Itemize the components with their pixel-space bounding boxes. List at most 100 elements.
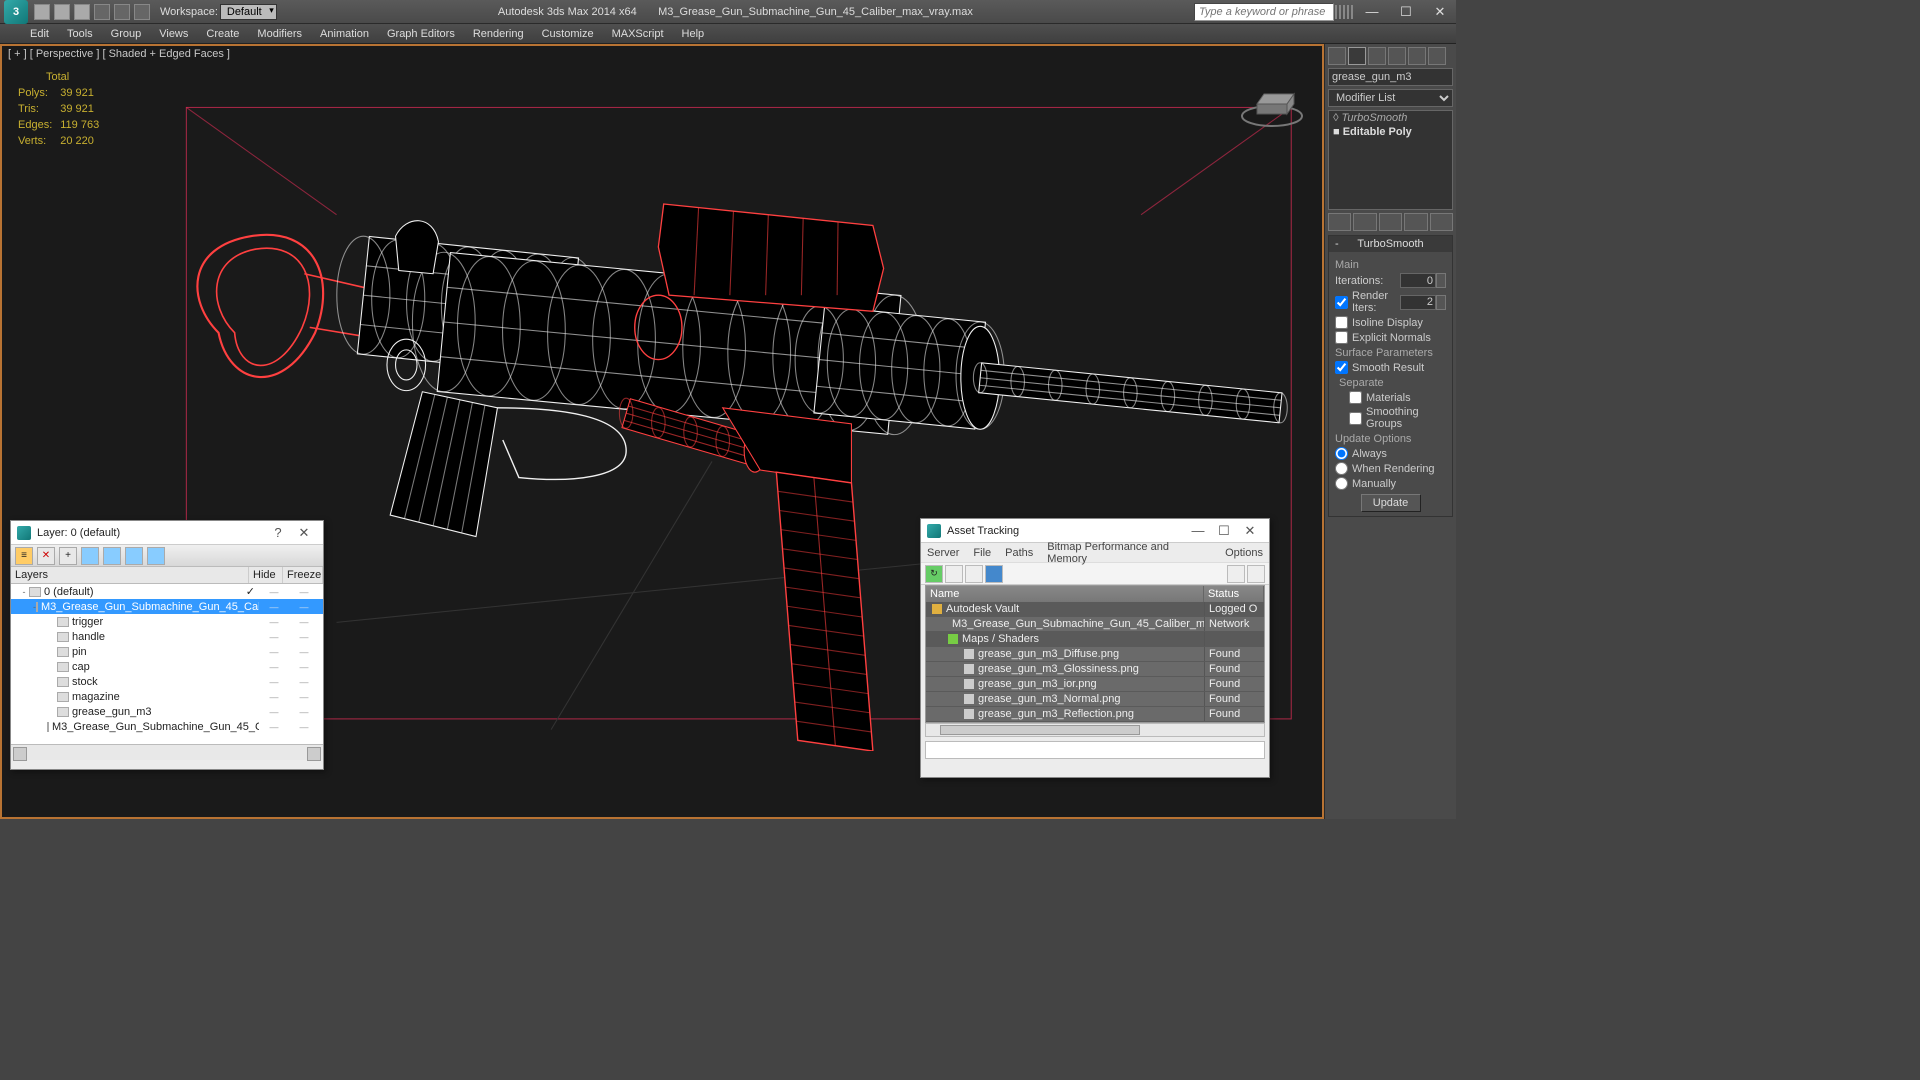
freeze-cell[interactable]: — xyxy=(289,662,319,672)
freeze-cell[interactable]: — xyxy=(289,707,319,717)
asset-scrollbar[interactable] xyxy=(925,723,1265,737)
materials-checkbox[interactable] xyxy=(1349,391,1362,404)
modify-tab[interactable] xyxy=(1348,47,1366,65)
asset-grid-body[interactable]: Autodesk VaultLogged OM3_Grease_Gun_Subm… xyxy=(926,602,1264,722)
asset-tb6[interactable] xyxy=(1247,565,1265,583)
hide-cell[interactable]: — xyxy=(259,647,289,657)
layer-row[interactable]: trigger—— xyxy=(11,614,323,629)
layer-freeze-icon[interactable] xyxy=(147,547,165,565)
qa-icon-3[interactable] xyxy=(1343,5,1345,19)
menu-views[interactable]: Views xyxy=(159,28,188,40)
asset-refresh-icon[interactable]: ↻ xyxy=(925,565,943,583)
asset-menu-paths[interactable]: Paths xyxy=(1005,547,1033,559)
hide-cell[interactable]: — xyxy=(259,677,289,687)
menu-edit[interactable]: Edit xyxy=(30,28,49,40)
layer-delete-icon[interactable]: ✕ xyxy=(37,547,55,565)
asset-row[interactable]: grease_gun_m3_Normal.pngFound xyxy=(926,692,1264,707)
search-input[interactable] xyxy=(1194,3,1334,21)
riter-spin[interactable] xyxy=(1436,295,1446,310)
asset-row[interactable]: grease_gun_m3_Glossiness.pngFound xyxy=(926,662,1264,677)
remove-mod-button[interactable] xyxy=(1404,213,1427,231)
help-icon[interactable] xyxy=(1351,5,1353,19)
layer-row[interactable]: magazine—— xyxy=(11,689,323,704)
render-iters-checkbox[interactable] xyxy=(1335,296,1348,309)
layer-row[interactable]: cap—— xyxy=(11,659,323,674)
minimize-button[interactable]: — xyxy=(1356,1,1388,23)
menu-help[interactable]: Help xyxy=(682,28,705,40)
layer-row[interactable]: grease_gun_m3—— xyxy=(11,704,323,719)
freeze-cell[interactable]: — xyxy=(289,617,319,627)
asset-tb5[interactable] xyxy=(1227,565,1245,583)
save-icon[interactable] xyxy=(74,4,90,20)
mod-editable-poly[interactable]: ■ Editable Poly xyxy=(1329,125,1452,139)
hierarchy-tab[interactable] xyxy=(1368,47,1386,65)
pin-stack-button[interactable] xyxy=(1328,213,1351,231)
menu-tools[interactable]: Tools xyxy=(67,28,93,40)
workspace-dropdown[interactable]: Default xyxy=(220,4,277,20)
update-button[interactable]: Update xyxy=(1361,494,1421,512)
object-name-input[interactable] xyxy=(1328,68,1453,86)
link-icon[interactable] xyxy=(134,4,150,20)
display-tab[interactable] xyxy=(1408,47,1426,65)
asset-row[interactable]: M3_Grease_Gun_Submachine_Gun_45_Caliber_… xyxy=(926,617,1264,632)
hide-cell[interactable]: — xyxy=(259,707,289,717)
update-radio-2[interactable] xyxy=(1335,477,1348,490)
hide-cell[interactable]: — xyxy=(259,602,289,612)
hide-cell[interactable]: — xyxy=(259,632,289,642)
layer-row[interactable]: -0 (default)✓—— xyxy=(11,584,323,599)
sg-checkbox[interactable] xyxy=(1349,412,1362,425)
layer-row[interactable]: stock—— xyxy=(11,674,323,689)
asset-scroll-thumb[interactable] xyxy=(940,725,1140,735)
qa-icon-4[interactable] xyxy=(1347,5,1349,19)
open-icon[interactable] xyxy=(54,4,70,20)
freeze-cell[interactable]: — xyxy=(289,692,319,702)
asset-menu-options[interactable]: Options xyxy=(1225,547,1263,559)
new-icon[interactable] xyxy=(34,4,50,20)
freeze-cell[interactable]: — xyxy=(289,602,319,612)
asset-status-col[interactable]: Status xyxy=(1204,586,1264,602)
viewcube[interactable] xyxy=(1232,56,1312,136)
update-radio-0[interactable] xyxy=(1335,447,1348,460)
freeze-cell[interactable]: — xyxy=(289,632,319,642)
menu-rendering[interactable]: Rendering xyxy=(473,28,524,40)
hide-col[interactable]: Hide xyxy=(249,567,283,583)
show-result-button[interactable] xyxy=(1353,213,1376,231)
modifier-stack[interactable]: ◊ TurboSmooth■ Editable Poly xyxy=(1328,110,1453,210)
menu-customize[interactable]: Customize xyxy=(542,28,594,40)
layer-scrollbar[interactable] xyxy=(11,744,323,760)
isoline-checkbox[interactable] xyxy=(1335,316,1348,329)
freeze-col[interactable]: Freeze xyxy=(283,567,323,583)
asset-row[interactable]: grease_gun_m3_Reflection.pngFound xyxy=(926,707,1264,722)
layer-add-icon[interactable]: + xyxy=(59,547,77,565)
asset-menu-file[interactable]: File xyxy=(973,547,991,559)
explicit-checkbox[interactable] xyxy=(1335,331,1348,344)
menu-maxscript[interactable]: MAXScript xyxy=(612,28,664,40)
asset-close-button[interactable]: ✕ xyxy=(1237,523,1263,539)
freeze-cell[interactable]: — xyxy=(289,647,319,657)
close-button[interactable]: ✕ xyxy=(1424,1,1456,23)
menu-modifiers[interactable]: Modifiers xyxy=(257,28,302,40)
unique-button[interactable] xyxy=(1379,213,1402,231)
rollout-header[interactable]: TurboSmooth xyxy=(1329,236,1452,252)
layer-highlight-icon[interactable] xyxy=(103,547,121,565)
freeze-cell[interactable]: — xyxy=(289,677,319,687)
maximize-button[interactable]: ☐ xyxy=(1390,1,1422,23)
layer-row[interactable]: handle—— xyxy=(11,629,323,644)
configure-button[interactable] xyxy=(1430,213,1453,231)
layer-select-icon[interactable] xyxy=(81,547,99,565)
asset-tb4[interactable] xyxy=(985,565,1003,583)
hide-cell[interactable]: — xyxy=(259,617,289,627)
asset-row[interactable]: Maps / Shaders xyxy=(926,632,1264,647)
menu-group[interactable]: Group xyxy=(111,28,142,40)
asset-menu-server[interactable]: Server xyxy=(927,547,959,559)
viewport-label[interactable]: [ + ] [ Perspective ] [ Shaded + Edged F… xyxy=(8,48,230,60)
layer-new-icon[interactable]: ≡ xyxy=(15,547,33,565)
layer-row[interactable]: pin—— xyxy=(11,644,323,659)
hide-cell[interactable]: — xyxy=(259,587,289,597)
layer-help-button[interactable]: ? xyxy=(265,525,291,540)
mod-turbosmooth[interactable]: ◊ TurboSmooth xyxy=(1329,111,1452,125)
qa-icon-2[interactable] xyxy=(1339,5,1341,19)
menu-graph-editors[interactable]: Graph Editors xyxy=(387,28,455,40)
undo-icon[interactable] xyxy=(94,4,110,20)
freeze-cell[interactable]: — xyxy=(289,722,319,732)
